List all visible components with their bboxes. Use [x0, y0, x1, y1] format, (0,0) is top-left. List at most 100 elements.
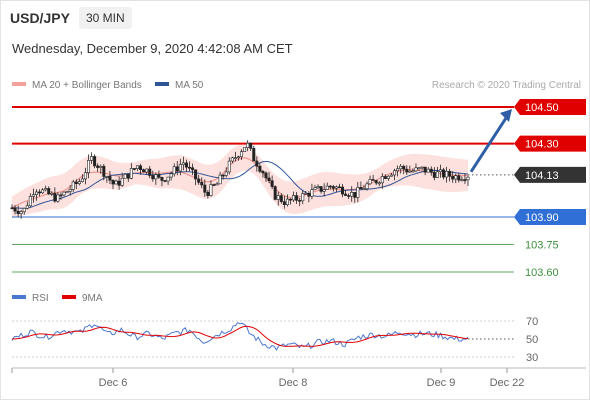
- candle-body: [460, 179, 464, 181]
- candle-body: [276, 195, 280, 200]
- candle-body: [328, 185, 332, 188]
- x-axis-label: Dec 6: [99, 377, 128, 389]
- candle-body: [255, 160, 259, 167]
- candle-body: [432, 171, 436, 178]
- candle-body: [151, 175, 155, 180]
- x-axis-label: Dec 9: [427, 377, 456, 389]
- candle-body: [126, 173, 130, 179]
- candle-body: [96, 165, 100, 168]
- candle-body: [218, 174, 222, 185]
- candle-body: [350, 192, 354, 197]
- candle-body: [258, 165, 262, 172]
- currency-pair-title: USD/JPY: [10, 10, 70, 26]
- candle-body: [175, 166, 179, 172]
- candle-body: [212, 184, 216, 186]
- candle-body: [105, 176, 109, 178]
- candle-body: [215, 183, 219, 186]
- rsi-tick-label: 30: [526, 352, 538, 364]
- candle-body: [194, 169, 198, 180]
- candle-body: [123, 173, 127, 179]
- candle-body: [184, 162, 188, 168]
- candle-body: [62, 191, 66, 196]
- candle-body: [108, 176, 112, 181]
- level-label: 104.50: [525, 102, 559, 114]
- candle-body: [38, 191, 42, 194]
- candle-body: [209, 184, 213, 196]
- candle-body: [429, 168, 433, 173]
- candle-body: [31, 194, 35, 197]
- candle-body: [383, 176, 387, 179]
- candle-body: [279, 195, 283, 202]
- candle-body: [56, 194, 60, 202]
- candle-body: [10, 207, 14, 210]
- ma20-line: [11, 157, 468, 208]
- candle-body: [322, 189, 326, 192]
- candle-body: [233, 157, 237, 159]
- rsi-line: [11, 322, 469, 351]
- candle-body: [203, 184, 207, 193]
- candle-body: [438, 169, 442, 173]
- candle-body: [25, 205, 29, 209]
- candle-body: [402, 165, 406, 170]
- candle-body: [135, 165, 139, 169]
- legend-rsi-ma: 9MA: [62, 293, 103, 304]
- candle-body: [68, 189, 72, 192]
- candle-body: [298, 199, 302, 202]
- candle-body: [120, 177, 124, 186]
- level-label: 103.90: [525, 212, 559, 224]
- candle-body: [331, 186, 335, 189]
- candle-body: [307, 193, 311, 197]
- candle-body: [264, 172, 268, 179]
- candle-body: [371, 179, 375, 181]
- forecast-arrowhead-icon: [500, 109, 512, 122]
- candle-body: [206, 191, 210, 196]
- candle-body: [334, 186, 338, 189]
- candle-body: [273, 186, 277, 200]
- candle-body: [236, 156, 240, 159]
- candle-body: [282, 201, 286, 205]
- candle-body: [445, 171, 449, 178]
- candle-body: [448, 171, 452, 177]
- candle-body: [80, 178, 84, 182]
- candle-body: [44, 188, 48, 191]
- candle-body: [148, 168, 152, 176]
- candle-body: [132, 168, 136, 170]
- research-credit: Research © 2020 Trading Central: [431, 80, 581, 91]
- candle-body: [325, 185, 329, 190]
- bollinger-band: [12, 145, 468, 219]
- candle-body: [341, 186, 345, 195]
- candle-body: [304, 193, 308, 195]
- forecast-arrow: [469, 114, 510, 173]
- candle-body: [426, 168, 430, 173]
- ma50-line: [11, 160, 469, 209]
- candle-body: [316, 186, 320, 189]
- candle-body: [188, 166, 192, 169]
- candle-body: [243, 147, 247, 152]
- candle-body: [145, 168, 149, 173]
- candle-body: [285, 198, 289, 205]
- candle-body: [166, 176, 170, 182]
- candle-body: [169, 173, 173, 178]
- candle-body: [227, 160, 231, 173]
- candle-body: [19, 211, 23, 214]
- candle-body: [344, 193, 348, 196]
- candle-body: [13, 207, 17, 212]
- x-axis-label: Dec 8: [279, 377, 308, 389]
- candle-body: [50, 193, 54, 195]
- candle-body: [423, 166, 427, 173]
- candle-body: [160, 176, 164, 181]
- candle-body: [240, 151, 244, 158]
- candle-body: [301, 193, 305, 202]
- candle-body: [83, 172, 87, 180]
- candle-body: [356, 187, 360, 198]
- candle-body: [16, 210, 20, 214]
- candle-body: [224, 171, 228, 176]
- timeframe-badge[interactable]: 30 MIN: [79, 7, 132, 29]
- candle-body: [337, 186, 341, 189]
- candle-body: [451, 176, 455, 180]
- candle-body: [191, 167, 195, 171]
- candle-body: [463, 179, 467, 181]
- candle-body: [393, 170, 397, 176]
- ma20-swatch-icon: [12, 82, 26, 87]
- candle-body: [47, 188, 51, 195]
